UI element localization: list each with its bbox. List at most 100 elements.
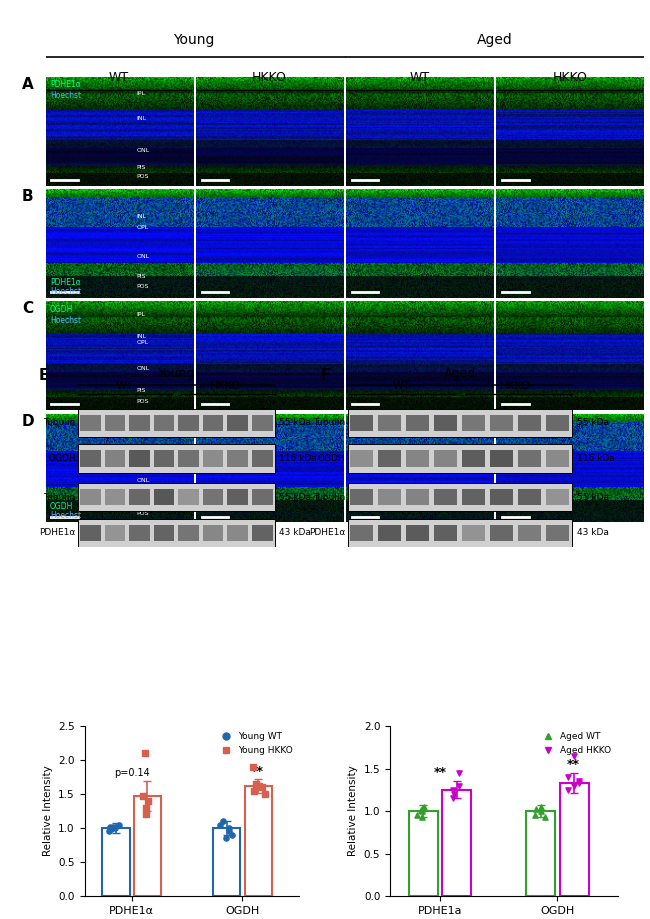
Text: Hoechst: Hoechst <box>50 315 81 324</box>
Text: POS: POS <box>136 511 150 516</box>
Bar <box>203 525 224 541</box>
Bar <box>434 525 458 541</box>
Text: Tubulin: Tubulin <box>44 418 75 427</box>
Bar <box>546 525 569 541</box>
Text: OGDH: OGDH <box>50 305 73 313</box>
Point <box>448 787 459 801</box>
Text: INL: INL <box>136 214 147 219</box>
Text: OPL: OPL <box>136 444 149 448</box>
Bar <box>227 489 248 505</box>
Point <box>540 810 550 824</box>
Bar <box>518 525 541 541</box>
Bar <box>490 489 514 505</box>
Bar <box>252 489 272 505</box>
Bar <box>178 450 199 467</box>
Point <box>453 766 463 780</box>
Point <box>563 770 573 785</box>
Text: 55 kDa: 55 kDa <box>280 418 311 427</box>
Text: 55 kDa: 55 kDa <box>577 493 609 502</box>
Bar <box>153 525 174 541</box>
Y-axis label: Relative Intensity: Relative Intensity <box>43 766 53 857</box>
Point <box>224 821 235 835</box>
Text: Young: Young <box>157 367 195 380</box>
Text: Tubulin: Tubulin <box>313 418 345 427</box>
Bar <box>518 489 541 505</box>
Text: OPL: OPL <box>136 225 149 230</box>
Point <box>419 800 429 814</box>
Bar <box>203 450 224 467</box>
Bar <box>103 828 129 896</box>
Bar <box>378 525 402 541</box>
Text: INL: INL <box>136 431 147 436</box>
Point <box>259 787 270 801</box>
Bar <box>78 409 274 437</box>
Bar <box>105 450 125 467</box>
Text: PDHE1α: PDHE1α <box>309 528 345 538</box>
Text: p=0.14: p=0.14 <box>114 768 150 778</box>
Bar <box>213 828 240 896</box>
Bar <box>406 450 430 467</box>
Text: **: ** <box>434 766 447 779</box>
Bar <box>462 414 486 431</box>
Point <box>453 778 463 793</box>
Bar <box>348 483 571 511</box>
Point <box>257 780 267 795</box>
Text: PIS: PIS <box>136 388 146 392</box>
Bar <box>178 525 199 541</box>
Bar <box>129 525 150 541</box>
Point <box>249 783 259 798</box>
Text: Hoechst: Hoechst <box>50 287 81 296</box>
Bar <box>443 789 471 896</box>
Point <box>531 802 541 817</box>
Point <box>224 824 234 839</box>
Point <box>215 817 226 832</box>
Text: PDHE1α: PDHE1α <box>50 278 81 288</box>
Text: POS: POS <box>136 399 150 403</box>
Point <box>574 774 584 789</box>
Point <box>416 803 426 818</box>
Bar <box>203 414 224 431</box>
Point <box>110 821 120 835</box>
Point <box>536 803 547 819</box>
Point <box>254 778 264 793</box>
Bar <box>406 489 430 505</box>
Bar <box>78 445 274 472</box>
Point <box>250 777 261 791</box>
Text: POS: POS <box>136 284 150 289</box>
Bar <box>244 786 272 896</box>
Bar <box>350 414 374 431</box>
Text: OGDH: OGDH <box>48 454 75 463</box>
Point <box>106 822 116 836</box>
Bar <box>80 489 101 505</box>
Point <box>417 802 428 817</box>
Bar <box>78 483 274 511</box>
Text: 116 kDa: 116 kDa <box>280 454 317 463</box>
Bar <box>526 811 555 896</box>
Bar <box>80 450 101 467</box>
Bar <box>378 450 402 467</box>
Bar <box>129 450 150 467</box>
Bar <box>434 489 458 505</box>
Point <box>141 800 151 815</box>
Text: ONL: ONL <box>136 149 150 153</box>
Text: ONL: ONL <box>136 254 150 259</box>
Bar <box>252 414 272 431</box>
Bar <box>178 414 199 431</box>
Bar <box>350 450 374 467</box>
Point <box>217 814 228 829</box>
Point <box>447 782 458 797</box>
Bar <box>518 450 541 467</box>
Point <box>227 827 237 842</box>
Text: Hoechst: Hoechst <box>50 511 81 520</box>
Text: 43 kDa: 43 kDa <box>280 528 311 538</box>
Bar <box>378 414 402 431</box>
Point <box>220 831 231 845</box>
Text: F: F <box>321 368 332 383</box>
Point <box>140 746 151 761</box>
Bar <box>434 414 458 431</box>
Text: PIS: PIS <box>136 165 146 170</box>
Bar <box>252 525 272 541</box>
Point <box>448 791 459 806</box>
Text: Aged: Aged <box>477 32 513 47</box>
Point <box>411 808 422 823</box>
